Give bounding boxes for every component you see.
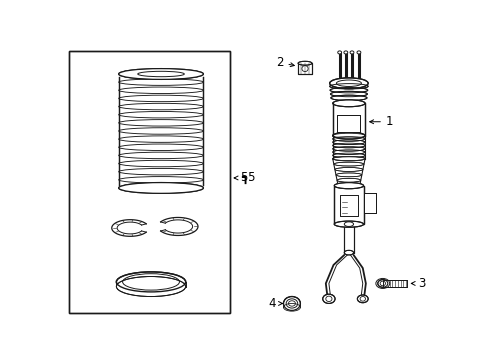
Ellipse shape — [333, 147, 365, 151]
Ellipse shape — [119, 168, 203, 175]
Ellipse shape — [333, 143, 365, 148]
Bar — [334, 186, 364, 224]
Bar — [298, 63, 312, 74]
Ellipse shape — [119, 128, 203, 134]
Ellipse shape — [119, 69, 203, 80]
Ellipse shape — [119, 183, 203, 193]
Ellipse shape — [350, 51, 354, 54]
Ellipse shape — [378, 280, 388, 287]
Text: 5: 5 — [240, 171, 248, 184]
Ellipse shape — [117, 272, 186, 292]
Ellipse shape — [333, 136, 365, 141]
Ellipse shape — [119, 183, 203, 193]
Ellipse shape — [338, 51, 342, 54]
Bar — [344, 224, 354, 253]
Ellipse shape — [333, 100, 365, 107]
Bar — [69, 51, 230, 313]
Text: ┓5: ┓5 — [241, 171, 256, 184]
Ellipse shape — [330, 84, 368, 89]
Ellipse shape — [338, 184, 360, 188]
Ellipse shape — [357, 295, 368, 303]
Ellipse shape — [333, 157, 365, 161]
Polygon shape — [333, 159, 365, 186]
Bar — [69, 51, 230, 313]
Ellipse shape — [119, 136, 203, 142]
Text: 3: 3 — [411, 277, 426, 290]
Ellipse shape — [119, 152, 203, 159]
Ellipse shape — [344, 250, 354, 255]
Ellipse shape — [117, 276, 186, 297]
Ellipse shape — [330, 87, 368, 93]
Ellipse shape — [334, 162, 364, 166]
Ellipse shape — [330, 91, 368, 97]
Ellipse shape — [119, 120, 203, 126]
Ellipse shape — [119, 144, 203, 150]
Bar — [383, 280, 408, 287]
Ellipse shape — [344, 51, 348, 54]
Ellipse shape — [334, 221, 364, 227]
Ellipse shape — [323, 294, 335, 303]
Ellipse shape — [119, 112, 203, 118]
Bar — [298, 63, 312, 74]
Bar — [364, 193, 376, 213]
Ellipse shape — [335, 167, 363, 171]
Ellipse shape — [119, 79, 203, 85]
Ellipse shape — [330, 78, 368, 89]
Bar — [337, 115, 361, 132]
Ellipse shape — [298, 61, 312, 65]
Ellipse shape — [333, 132, 365, 139]
Bar — [340, 195, 358, 216]
Ellipse shape — [331, 95, 367, 100]
Ellipse shape — [119, 95, 203, 102]
Bar — [337, 115, 361, 132]
Ellipse shape — [283, 303, 300, 311]
Text: 4: 4 — [268, 297, 282, 310]
Bar — [364, 193, 376, 213]
Ellipse shape — [334, 183, 364, 189]
Ellipse shape — [119, 103, 203, 110]
Bar — [333, 103, 365, 136]
Ellipse shape — [119, 160, 203, 167]
Text: 1: 1 — [370, 115, 393, 128]
Ellipse shape — [344, 222, 354, 226]
Ellipse shape — [119, 69, 203, 80]
Ellipse shape — [333, 156, 365, 161]
Ellipse shape — [333, 140, 365, 144]
Ellipse shape — [333, 133, 365, 138]
Ellipse shape — [357, 51, 361, 54]
Ellipse shape — [333, 153, 365, 158]
Ellipse shape — [119, 177, 203, 183]
Text: 2: 2 — [276, 56, 294, 69]
Bar — [334, 186, 364, 224]
Bar — [340, 195, 358, 216]
Ellipse shape — [336, 173, 362, 177]
Ellipse shape — [333, 150, 365, 154]
Ellipse shape — [119, 87, 203, 94]
Ellipse shape — [337, 178, 361, 182]
Ellipse shape — [283, 297, 300, 310]
